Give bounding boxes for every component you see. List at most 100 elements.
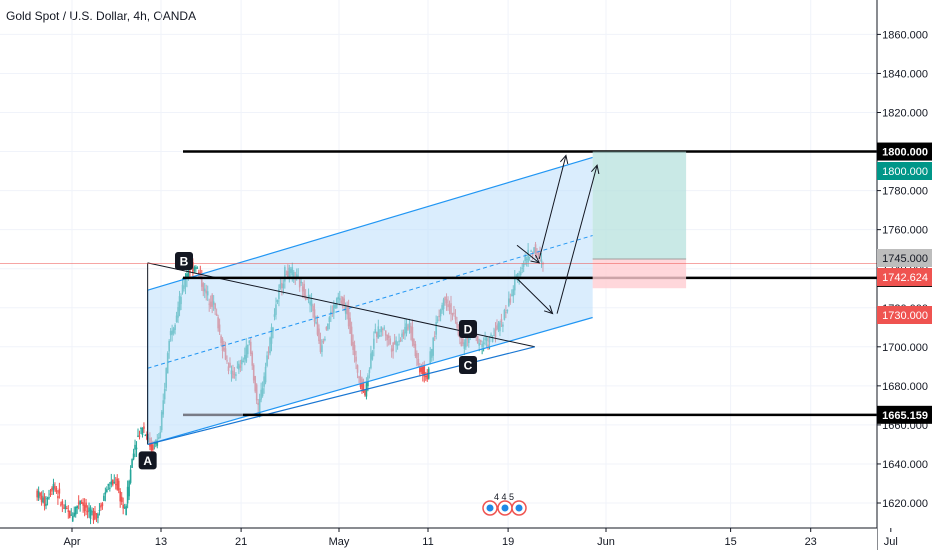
candle-body <box>186 273 188 280</box>
candle-body <box>49 493 52 495</box>
flag-counts: 4 4 5 <box>494 492 514 502</box>
projection-arrow <box>516 244 539 263</box>
time-tick-label: Jun <box>597 536 615 548</box>
candle-body <box>80 501 83 504</box>
candle-body <box>123 507 126 509</box>
candle-body <box>43 496 46 507</box>
point-text: C <box>464 359 473 373</box>
candle-body <box>103 495 105 501</box>
price-badge: 1730.000 <box>877 306 932 324</box>
channel-mid-line <box>147 235 593 369</box>
time-axis-bg <box>0 528 877 550</box>
candle-body <box>419 366 421 373</box>
flag-icon-core <box>486 504 494 512</box>
candle-body <box>138 435 141 437</box>
candle-body <box>46 497 49 500</box>
candle-body <box>119 491 122 502</box>
candle-body <box>423 366 426 377</box>
price-badge: 1745.000 <box>877 249 932 267</box>
candle-body <box>67 510 70 512</box>
candle-body <box>132 453 135 460</box>
candle-body <box>36 490 38 498</box>
candle-body <box>104 491 107 495</box>
point-text: B <box>180 255 189 269</box>
candle-body <box>40 495 43 502</box>
point-badge <box>138 451 157 470</box>
candle-body <box>420 367 423 372</box>
point-label-d: D <box>459 320 477 338</box>
candle-body <box>110 481 113 485</box>
candle-body <box>45 503 47 506</box>
candle-body <box>141 428 144 436</box>
candle-body <box>137 435 139 437</box>
price-badge-bg <box>877 268 932 286</box>
candle-body <box>54 486 56 489</box>
candle-body <box>89 509 92 520</box>
candle-body <box>61 501 64 505</box>
point-label-c: C <box>459 356 477 374</box>
price-badge-text: 1745.000 <box>882 253 928 265</box>
candle-body <box>57 496 59 499</box>
candle-body <box>71 516 74 522</box>
candle-body <box>106 489 108 493</box>
price-badge: 1742.624 <box>877 268 932 286</box>
time-tick-label: Apr <box>63 536 80 548</box>
level-badge-bg <box>877 142 932 161</box>
candle-body <box>97 513 99 519</box>
level-badge-text: 1800.000 <box>882 147 928 159</box>
flag-icon-core <box>515 504 523 512</box>
level-badge: 1665.159 <box>877 405 932 424</box>
candle-body <box>196 267 199 269</box>
candle-body <box>77 502 80 504</box>
candle-body <box>195 267 197 269</box>
candle-body <box>111 479 114 485</box>
projection-arrow <box>538 155 566 260</box>
point-label-a: A <box>138 451 157 470</box>
candle-body <box>117 480 120 491</box>
candle-body <box>37 491 40 498</box>
event-flags: 4 4 5 <box>482 492 527 516</box>
candle-body <box>68 510 71 518</box>
flag-icon-core <box>501 504 509 512</box>
candle-body <box>83 505 86 512</box>
candle-body <box>94 511 96 519</box>
point-badge <box>459 356 477 374</box>
candle-body <box>51 487 53 492</box>
candle-body <box>198 272 200 274</box>
candle-body <box>52 484 55 490</box>
candle-body <box>82 502 84 506</box>
candle-body <box>113 481 116 483</box>
price-tick-label: 1700.000 <box>882 342 928 354</box>
candle-body <box>70 514 73 516</box>
price-tick-label: 1780.000 <box>882 186 928 198</box>
price-tick-label: 1620.000 <box>882 498 928 510</box>
candle-body <box>424 376 427 378</box>
candle-body <box>39 492 41 496</box>
candle-body <box>122 504 124 509</box>
target-zone <box>592 151 687 259</box>
projection-arrow <box>516 278 553 313</box>
candle-body <box>193 267 196 271</box>
price-tick-label: 1760.000 <box>882 225 928 237</box>
candle-body <box>128 480 130 497</box>
candle-body <box>152 444 154 451</box>
candle-body <box>131 459 133 468</box>
candle-body <box>126 486 129 504</box>
candle-body <box>107 483 110 486</box>
candle-body <box>361 378 363 390</box>
candle-body <box>73 512 76 517</box>
price-tick-label: 1860.000 <box>882 29 928 41</box>
point-badge <box>459 320 477 338</box>
candle-body <box>134 444 136 450</box>
time-tick-label: 13 <box>155 536 167 548</box>
candle-body <box>60 504 62 506</box>
candle-body <box>55 488 58 493</box>
time-tick-label: May <box>329 536 350 548</box>
projection-arrow <box>556 165 597 314</box>
point-badge <box>175 252 193 270</box>
point-text: D <box>464 323 473 337</box>
time-tick-label: 19 <box>502 536 514 548</box>
candle-body <box>129 469 132 483</box>
candle-body <box>116 478 119 490</box>
